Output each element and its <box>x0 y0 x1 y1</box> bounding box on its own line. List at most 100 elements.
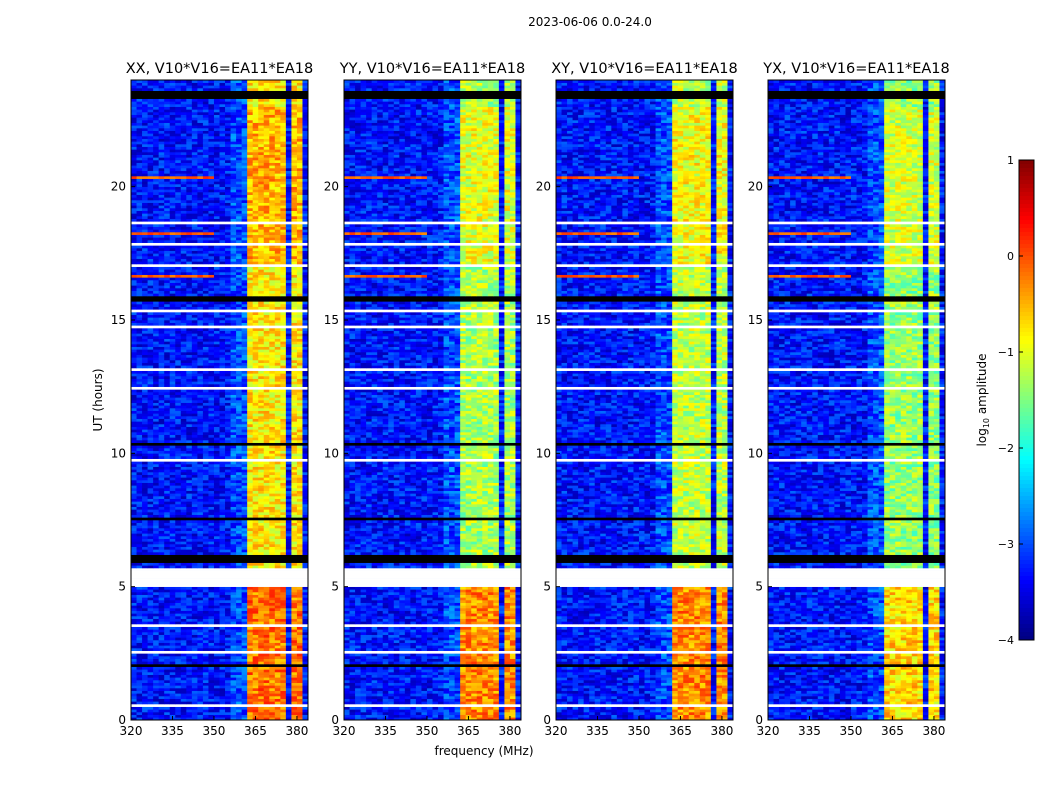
heatmap-cell <box>142 672 148 675</box>
heatmap-cell <box>258 504 264 507</box>
heatmap-cell <box>164 587 170 590</box>
heatmap-cell <box>225 701 231 704</box>
heatmap-cell <box>208 272 214 275</box>
heatmap-cell <box>203 531 209 534</box>
heatmap-cell <box>175 376 181 379</box>
heatmap-cell <box>153 605 159 608</box>
heatmap-cell <box>208 355 214 358</box>
heatmap-cell <box>203 379 209 382</box>
heatmap-cell <box>142 640 148 643</box>
heatmap-cell <box>170 253 176 256</box>
heatmap-cell <box>197 491 203 494</box>
heatmap-cell <box>181 467 187 470</box>
heatmap-cell <box>286 501 292 504</box>
heatmap-cell <box>192 456 198 459</box>
heatmap-cell <box>236 549 242 552</box>
heatmap-cell <box>214 691 220 694</box>
heatmap-cell <box>280 675 286 678</box>
heatmap-cell <box>137 715 143 718</box>
heatmap-cell <box>142 688 148 691</box>
heatmap-cell <box>231 275 237 278</box>
heatmap-cell <box>142 541 148 544</box>
heatmap-cell <box>297 477 303 480</box>
heatmap-cell <box>269 472 275 475</box>
heatmap-cell <box>131 416 137 419</box>
heatmap-cell <box>236 712 242 715</box>
heatmap-cell <box>280 245 286 248</box>
heatmap-cell <box>164 589 170 592</box>
heatmap-cell <box>225 528 231 531</box>
heatmap-cell <box>269 696 275 699</box>
heatmap-cell <box>153 541 159 544</box>
heatmap-cell <box>220 339 226 342</box>
heatmap-cell <box>142 483 148 486</box>
heatmap-cell <box>131 688 137 691</box>
heatmap-cell <box>142 613 148 616</box>
heatmap-cell <box>131 397 137 400</box>
heatmap-cell <box>280 501 286 504</box>
heatmap-cell <box>258 461 264 464</box>
heatmap-cell <box>258 715 264 718</box>
heatmap-cell <box>231 525 237 528</box>
heatmap-cell <box>175 677 181 680</box>
heatmap-cell <box>181 293 187 296</box>
heatmap-cell <box>275 320 281 323</box>
heatmap-cell <box>203 621 209 624</box>
heatmap-cell <box>208 283 214 286</box>
heatmap-cell <box>258 437 264 440</box>
heatmap-cell <box>302 392 308 395</box>
heatmap-cell <box>264 408 270 411</box>
heatmap-cell <box>203 280 209 283</box>
heatmap-cell <box>197 285 203 288</box>
heatmap-cell <box>258 520 264 523</box>
heatmap-cell <box>275 672 281 675</box>
heatmap-cell <box>214 552 220 555</box>
heatmap-cell <box>242 355 248 358</box>
heatmap-cell <box>175 667 181 670</box>
heatmap-cell <box>297 653 303 656</box>
heatmap-cell <box>253 435 259 438</box>
heatmap-cell <box>225 301 231 304</box>
heatmap-cell <box>286 496 292 499</box>
heatmap-cell <box>302 256 308 259</box>
heatmap-cell <box>170 357 176 360</box>
heatmap-cell <box>225 405 231 408</box>
heatmap-cell <box>131 616 137 619</box>
heatmap-cell <box>247 429 253 432</box>
heatmap-cell <box>186 435 192 438</box>
heatmap-cell <box>142 499 148 502</box>
heatmap-cell <box>291 280 297 283</box>
heatmap-cell <box>214 640 220 643</box>
heatmap-cell <box>225 640 231 643</box>
heatmap-cell <box>192 259 198 262</box>
flagged-row <box>131 264 308 267</box>
heatmap-cell <box>242 667 248 670</box>
heatmap-cell <box>264 347 270 350</box>
heatmap-cell <box>208 483 214 486</box>
heatmap-cell <box>220 285 226 288</box>
heatmap-cell <box>181 512 187 515</box>
heatmap-cell <box>247 520 253 523</box>
heatmap-cell <box>208 509 214 512</box>
heatmap-cell <box>225 352 231 355</box>
heatmap-cell <box>142 349 148 352</box>
heatmap-cell <box>208 392 214 395</box>
heatmap-cell <box>153 328 159 331</box>
heatmap-cell <box>142 421 148 424</box>
heatmap-cell <box>153 613 159 616</box>
heatmap-cell <box>302 384 308 387</box>
heatmap-cell <box>302 261 308 264</box>
heatmap-cell <box>159 699 165 702</box>
heatmap-cell <box>203 496 209 499</box>
heatmap-cell <box>291 429 297 432</box>
heatmap-cell <box>225 347 231 350</box>
heatmap-cell <box>164 493 170 496</box>
heatmap-cell <box>197 685 203 688</box>
heatmap-cell <box>236 251 242 254</box>
heatmap-cell <box>148 283 154 286</box>
heatmap-cell <box>286 680 292 683</box>
heatmap-cell <box>286 389 292 392</box>
heatmap-cell <box>142 600 148 603</box>
heatmap-cell <box>208 365 214 368</box>
heatmap-cell <box>258 389 264 392</box>
